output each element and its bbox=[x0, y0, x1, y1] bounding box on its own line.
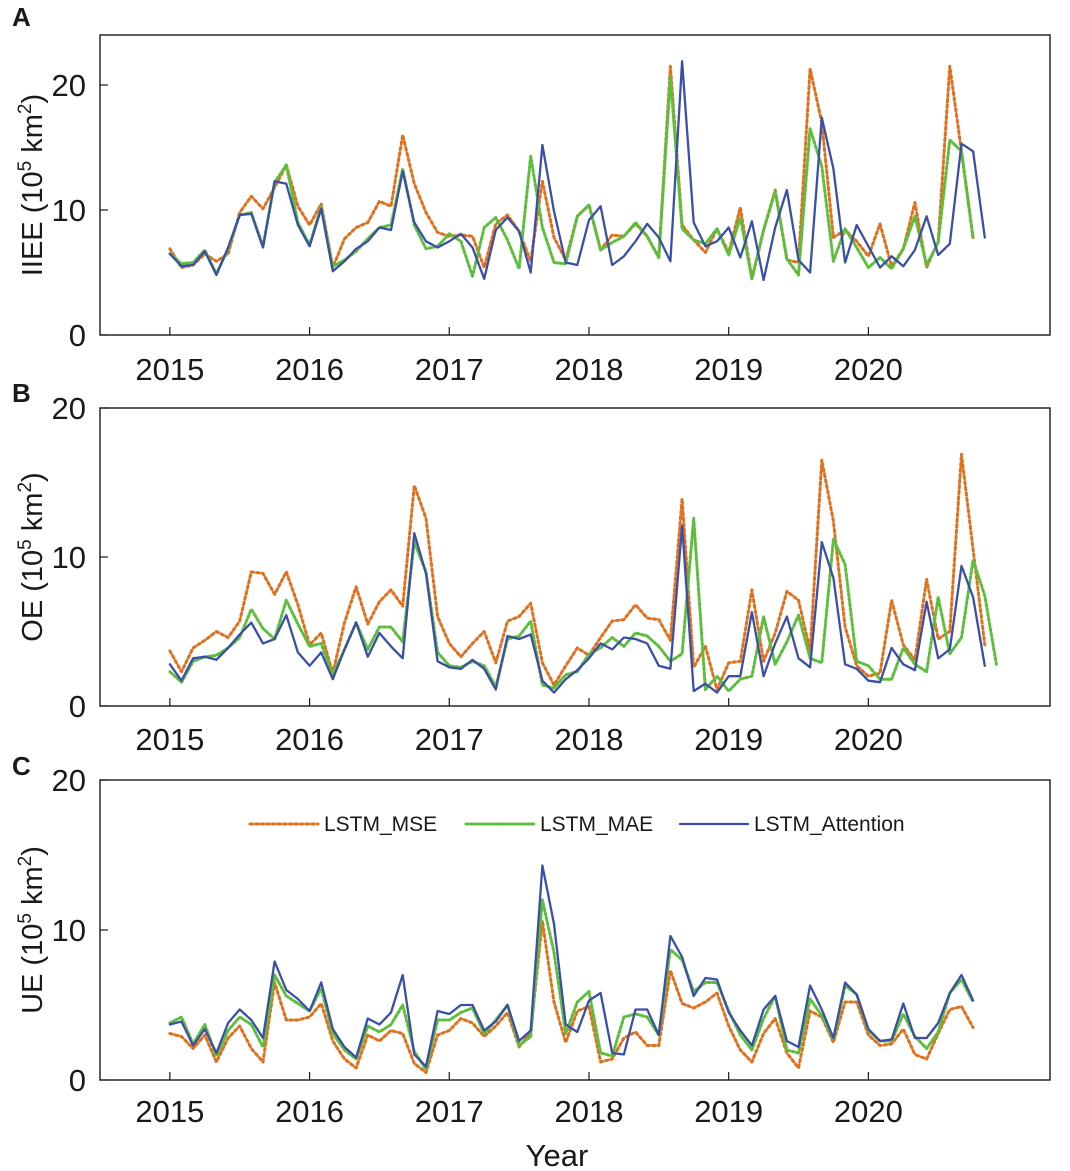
x-tick-label: 2019 bbox=[694, 722, 763, 757]
x-tick-label: 2015 bbox=[135, 1094, 204, 1129]
series-line-lstm-mse bbox=[168, 919, 975, 1074]
x-tick-label: 2018 bbox=[554, 722, 623, 757]
plot-frame bbox=[99, 407, 1051, 707]
x-tick-label: 2018 bbox=[554, 352, 623, 387]
panel-ue: 0 10 20 2015 2016 2017 2018 2019 2020 C UE (105 km… bbox=[12, 751, 1051, 1129]
x-tick-label: 2018 bbox=[554, 1094, 623, 1129]
x-tick-label: 2017 bbox=[415, 722, 484, 757]
x-tick-label: 2016 bbox=[275, 1094, 344, 1129]
plot-frame bbox=[99, 34, 1051, 336]
panel-letter: A bbox=[12, 2, 31, 32]
y-tick-label: 10 bbox=[52, 193, 86, 228]
y-tick-label: 0 bbox=[69, 1063, 86, 1098]
x-tick-label: 2020 bbox=[834, 352, 903, 387]
series-line-lstm-mae bbox=[168, 898, 975, 1071]
x-tick-label: 2019 bbox=[694, 352, 763, 387]
panel-letter: B bbox=[12, 378, 31, 408]
y-tick-label: 20 bbox=[52, 391, 86, 426]
legend-label: LSTM_Attention bbox=[754, 813, 905, 836]
y-axis-title: IIEE (105 km2) bbox=[15, 94, 49, 276]
x-tick-label: 2015 bbox=[135, 722, 204, 757]
series-line-lstm-attention bbox=[168, 60, 986, 282]
x-tick-label: 2016 bbox=[275, 352, 344, 387]
series-line-lstm-mse bbox=[168, 64, 975, 281]
y-tick-label: 10 bbox=[52, 913, 86, 948]
y-tick-label: 10 bbox=[52, 540, 86, 575]
x-tick-label: 2020 bbox=[834, 1094, 903, 1129]
legend-label: LSTM_MAE bbox=[540, 813, 653, 836]
y-axis-title: OE (105 km2) bbox=[15, 472, 49, 641]
x-tick-label: 2017 bbox=[415, 1094, 484, 1129]
x-tick-label: 2015 bbox=[135, 352, 204, 387]
x-tick-label: 2019 bbox=[694, 1094, 763, 1129]
series-line-lstm-mse bbox=[168, 452, 987, 692]
y-tick-label: 20 bbox=[52, 763, 86, 798]
y-tick-label: 0 bbox=[69, 318, 86, 353]
panel-iiee: 0 10 20 2015 2016 2017 2018 2019 2020 A IIEE (105 … bbox=[12, 2, 1051, 387]
x-tick-label: 2016 bbox=[275, 722, 344, 757]
legend: LSTM_MSE LSTM_MAE LSTM_Attention bbox=[248, 813, 905, 836]
y-axis-title: UE (105 km2) bbox=[15, 846, 49, 1014]
x-axis-title: Year bbox=[526, 1138, 589, 1171]
series-line-lstm-mae bbox=[168, 76, 975, 281]
panel-letter: C bbox=[12, 751, 31, 781]
x-tick-label: 2020 bbox=[834, 722, 903, 757]
legend-label: LSTM_MSE bbox=[324, 813, 437, 836]
y-tick-label: 20 bbox=[52, 68, 86, 103]
x-tick-label: 2017 bbox=[415, 352, 484, 387]
series-line-lstm-attention bbox=[168, 524, 986, 694]
y-tick-label: 0 bbox=[69, 689, 86, 724]
panel-oe: 0 10 20 2015 2016 2017 2018 2019 2020 B OE (105 km… bbox=[12, 378, 1051, 757]
series-line-lstm-attention bbox=[168, 864, 975, 1068]
